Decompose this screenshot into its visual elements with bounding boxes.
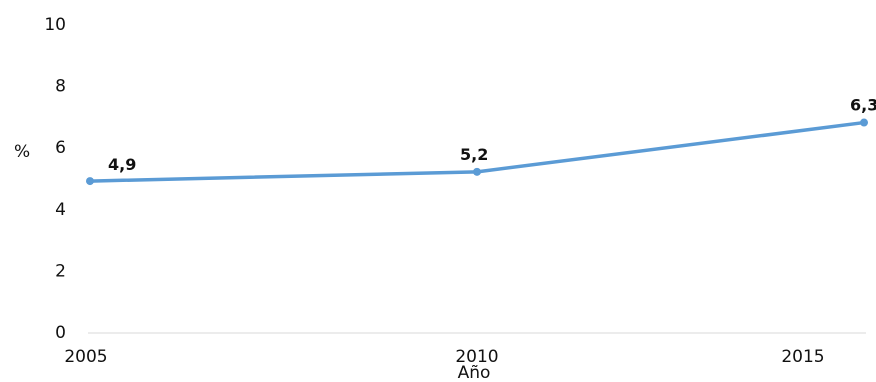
y-axis-ticks: 0 2 4 6 8 10 (44, 15, 66, 343)
x-tick-label: 2010 (455, 347, 498, 367)
data-label: 6,3 (850, 96, 876, 115)
y-tick-label: 0 (55, 323, 66, 343)
data-label: 4,9 (108, 155, 136, 174)
data-label: 5,2 (460, 145, 488, 164)
y-tick-label: 6 (55, 138, 66, 158)
y-tick-label: 8 (55, 77, 66, 97)
x-tick-label: 2015 (781, 347, 824, 367)
data-point (860, 118, 868, 127)
x-axis-title: Año (458, 363, 491, 382)
y-axis-title: % (14, 142, 30, 162)
x-tick-label: 2005 (64, 347, 107, 367)
x-axis-ticks: 2005 2010 2015 (64, 347, 824, 367)
y-tick-label: 4 (55, 200, 66, 220)
data-point (473, 167, 481, 176)
y-tick-label: 2 (55, 261, 66, 281)
data-point (86, 177, 94, 186)
series-layer: 4,9 5,2 6,3 (86, 96, 876, 186)
y-tick-label: 10 (44, 15, 66, 35)
